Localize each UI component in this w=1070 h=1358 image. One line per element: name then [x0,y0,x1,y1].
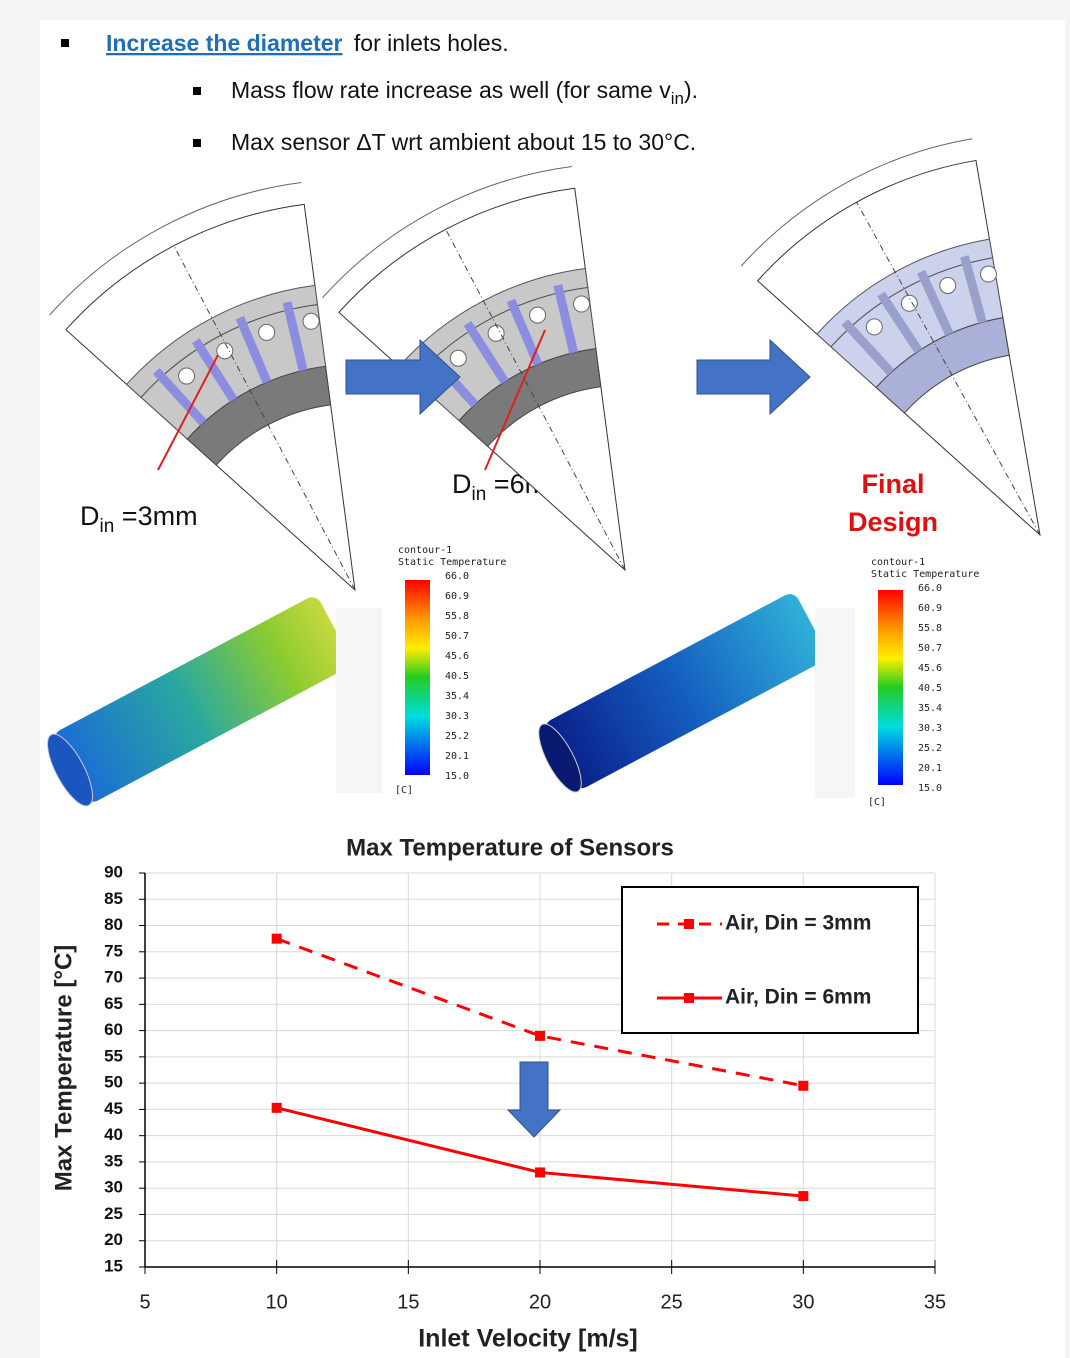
y-tick-label: 80 [104,915,123,934]
final-label: Design [848,507,938,537]
label-text: D [452,469,472,499]
bullet-mark [61,39,69,47]
marker [272,1103,282,1113]
x-tick-label: 25 [661,1291,683,1313]
x-tick-label: 35 [924,1291,946,1313]
x-axis-label: Inlet Velocity [m/s] [418,1325,638,1353]
colorbar-unit: [C] [395,785,413,796]
colorbar-tick: 25.2 [918,743,942,754]
y-tick-label: 45 [104,1099,123,1118]
y-tick-label: 75 [104,941,123,960]
legend-marker [684,919,694,929]
y-tick-label: 40 [104,1125,123,1144]
colorbar-tick: 66.0 [445,571,469,582]
x-tick-label: 10 [266,1291,288,1313]
y-tick-label: 70 [104,968,123,987]
colorbar-tick: 20.1 [918,763,942,774]
hole [940,278,956,294]
hole [574,296,590,312]
colorbar-tick: 50.7 [445,631,469,642]
colorbar-tick: 60.9 [445,591,469,602]
image-gap [336,608,382,793]
subscript: in [472,484,487,505]
legend-box [622,887,918,1033]
colorbar-tick: 45.6 [445,651,469,662]
x-tick-label: 20 [529,1291,551,1313]
marker [272,934,282,944]
colorbar-tick: 40.5 [445,671,469,682]
y-tick-label: 55 [104,1046,123,1065]
marker [535,1167,545,1177]
hole [530,307,546,323]
hole [866,319,882,335]
hole [901,295,917,311]
colorbar-tick: 30.3 [445,711,469,722]
x-tick-label: 5 [139,1291,150,1313]
colorbar-tick: 66.0 [918,583,942,594]
colorbar-tick: 55.8 [445,611,469,622]
image-gap [815,608,855,798]
colorbar-title: contour-1 [398,545,452,556]
colorbar-unit: [C] [868,797,886,808]
colorbar-tick: 20.1 [445,751,469,762]
chart-title: Max Temperature of Sensors [346,834,674,861]
colorbar-tick: 35.4 [445,691,469,702]
marker [798,1081,808,1091]
colorbar-tick: 35.4 [918,703,942,714]
bullet-text: ). [684,77,698,103]
subscript: in [671,89,684,108]
label-text: =3mm [114,501,197,531]
colorbar-tick: 45.6 [918,663,942,674]
bullet-mark [193,87,201,95]
legend-label: Air, Din = 6mm [725,986,871,1009]
y-tick-label: 90 [104,862,123,881]
bullet-text: for inlets holes. [354,30,509,56]
bullet: Increase the diameter for inlets holes. [106,30,509,56]
y-tick-label: 30 [104,1178,123,1197]
colorbar-tick: 50.7 [918,643,942,654]
colorbar-tick: 40.5 [918,683,942,694]
colorbar-title: contour-1 [871,557,925,568]
hole [488,325,504,341]
colorbar-quantity: Static Temperature [398,557,506,568]
hole [450,350,466,366]
colorbar-tick: 60.9 [918,603,942,614]
link[interactable]: Increase the diameter [106,30,343,56]
colorbar-tick: 55.8 [918,623,942,634]
marker [535,1031,545,1041]
hole [303,313,319,329]
hole [217,343,233,359]
slide: Increase the diameter for inlets holes. … [0,0,1070,1358]
bullet-mark [193,139,201,147]
colorbar-tick: 15.0 [445,771,469,782]
colorbar-tick: 15.0 [918,783,942,794]
colorbar [405,580,430,775]
label-text: D [80,501,100,531]
colorbar-tick: 25.2 [445,731,469,742]
hole [259,324,275,340]
legend-label: Air, Din = 3mm [725,912,871,935]
y-tick-label: 20 [104,1230,123,1249]
x-tick-label: 30 [792,1291,814,1313]
legend-marker [684,993,694,1003]
y-tick-label: 50 [104,1073,123,1092]
y-tick-label: 85 [104,889,123,908]
y-tick-label: 35 [104,1151,123,1170]
y-tick-label: 15 [104,1256,123,1275]
hole [980,266,996,282]
y-axis-label: Max Temperature [°C] [50,945,77,1192]
y-tick-label: 60 [104,1020,123,1039]
bullet-text: Mass flow rate increase as well (for sam… [231,77,671,103]
y-tick-label: 25 [104,1204,123,1223]
sub-bullet: Max sensor ΔT wrt ambient about 15 to 30… [231,129,696,155]
y-tick-label: 65 [104,994,123,1013]
colorbar [878,590,903,785]
colorbar-quantity: Static Temperature [871,569,979,580]
colorbar-tick: 30.3 [918,723,942,734]
x-tick-label: 15 [397,1291,419,1313]
marker [798,1191,808,1201]
hole [179,368,195,384]
final-label: Final [861,469,924,499]
subscript: in [100,516,115,537]
